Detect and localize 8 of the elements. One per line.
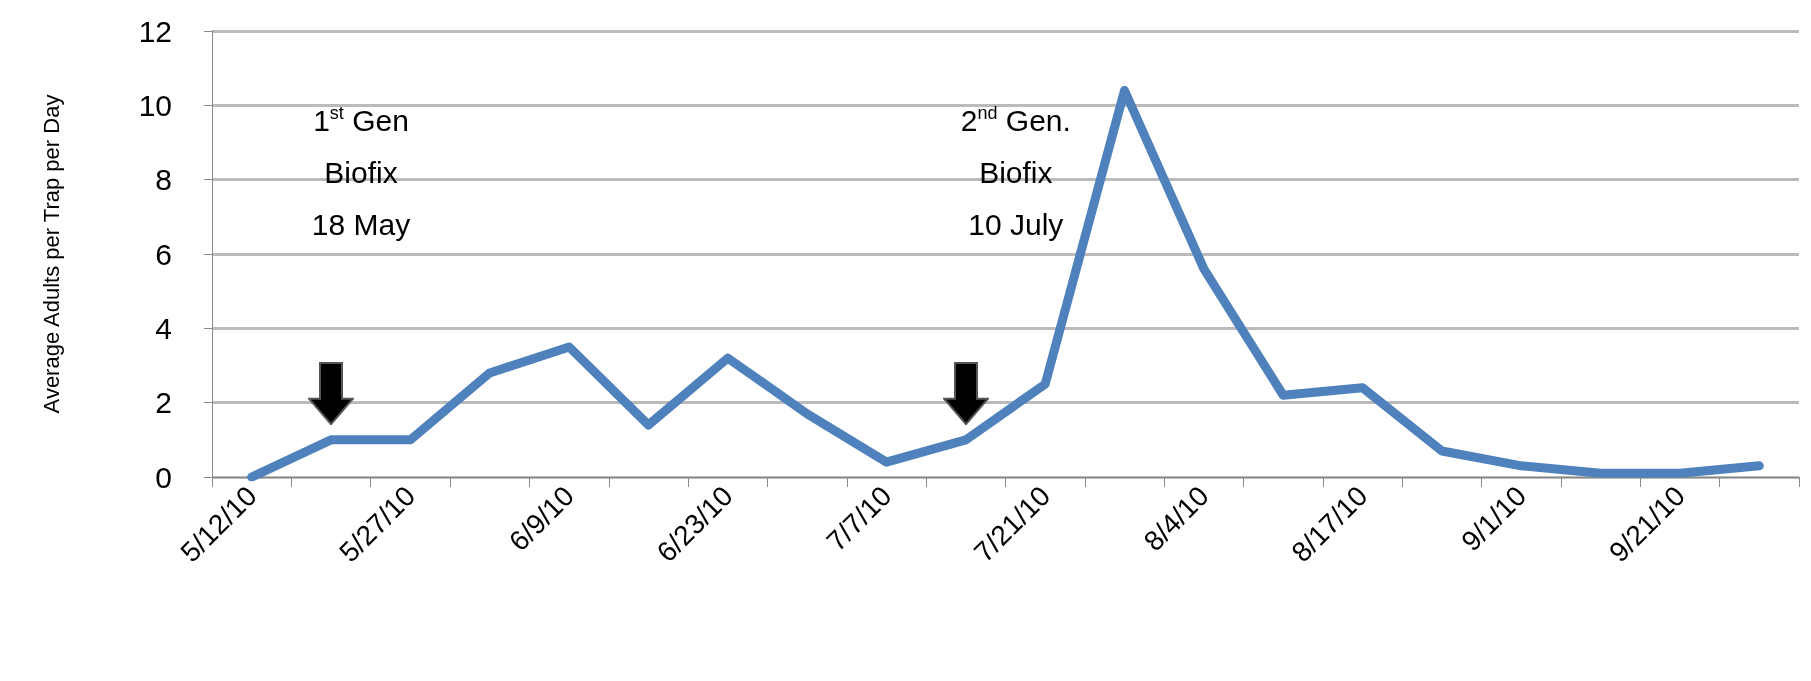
- y-tick-label: 0: [155, 460, 172, 494]
- y-tick-label: 2: [155, 386, 172, 420]
- y-axis-title: Average Adults per Trap per Day: [38, 94, 64, 414]
- y-tick-label: 8: [155, 163, 172, 197]
- y-tick-label: 6: [155, 237, 172, 271]
- y-tick-label: 10: [138, 88, 172, 122]
- y-tick-label: 12: [138, 14, 172, 48]
- y-tick-label: 4: [155, 311, 172, 345]
